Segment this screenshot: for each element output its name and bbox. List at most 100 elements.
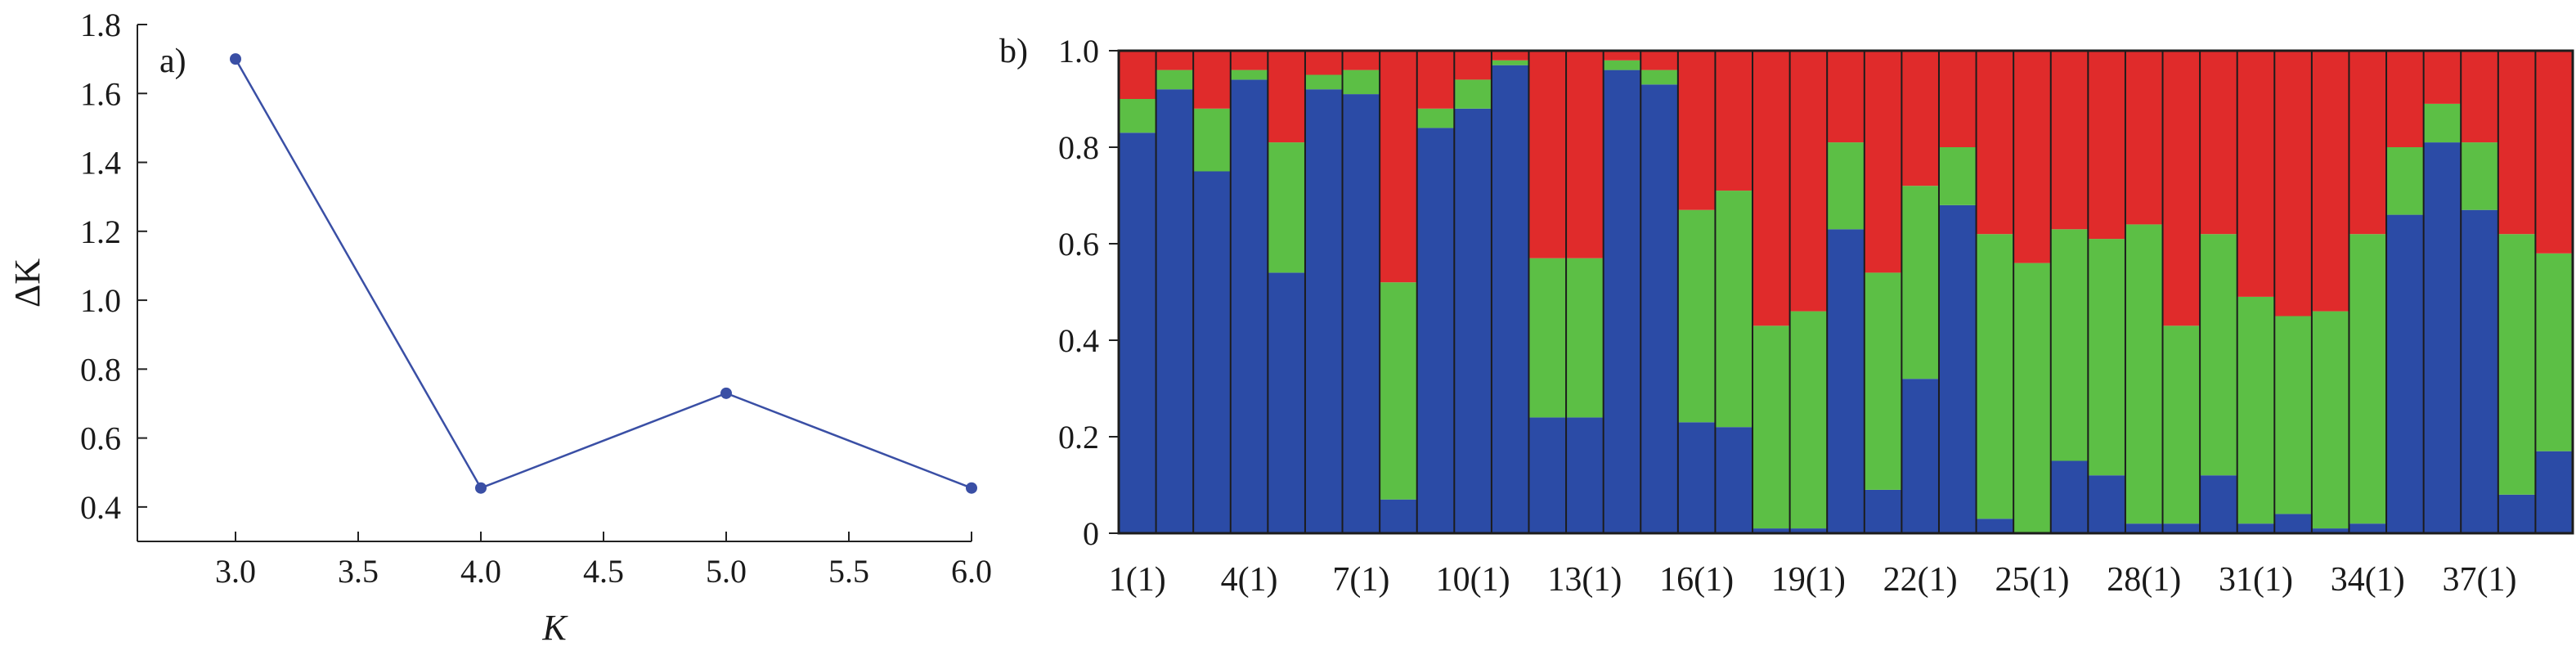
bar-segment	[2311, 528, 2349, 533]
bar-segment	[1380, 499, 1417, 533]
bar-segment	[1193, 108, 1231, 172]
bar-segment	[1193, 51, 1231, 109]
bar-segment	[1304, 51, 1343, 75]
bar-segment	[2274, 316, 2312, 514]
bar-segment	[1976, 51, 2014, 235]
bar-segment	[1454, 79, 1492, 109]
bar-segment	[2125, 523, 2163, 533]
data-point	[230, 53, 241, 65]
bar-segment	[1454, 51, 1492, 80]
bar-segment	[2162, 51, 2201, 326]
panel-label: a)	[159, 43, 186, 80]
bar-segment	[1416, 128, 1455, 533]
bar-segment	[2125, 224, 2163, 524]
bar-segment	[1156, 51, 1194, 70]
y-tick-label: 0.6	[80, 420, 121, 457]
bar-segment	[1901, 379, 1939, 533]
bar-segment	[1677, 422, 1716, 533]
x-tick-label: 4(1)	[1221, 561, 1278, 599]
bar-segment	[1752, 326, 1790, 529]
bar-segment	[1640, 84, 1678, 534]
bar-segment	[1230, 51, 1268, 70]
y-tick-label: 0.6	[1058, 226, 1099, 263]
bar-segment	[2200, 234, 2237, 476]
x-tick-label: 6.0	[951, 553, 992, 590]
x-tick-label: 3.5	[338, 553, 379, 590]
bar-segment	[1827, 142, 1865, 230]
x-tick-label: 5.0	[706, 553, 747, 590]
bar-segment	[1268, 51, 1305, 143]
bar-segment	[1640, 51, 1678, 70]
data-point	[475, 482, 487, 494]
bar-segment	[1901, 186, 1939, 379]
bar-segment	[2349, 51, 2387, 235]
y-tick-label: 0.4	[80, 489, 121, 526]
bar-segment	[2461, 142, 2498, 210]
bar-segment	[1715, 191, 1753, 428]
bar-segment	[2274, 51, 2312, 317]
bar-segment	[1230, 70, 1268, 80]
bar-segment	[1454, 108, 1492, 534]
bar-segment	[1528, 51, 1567, 258]
bar-segment	[1119, 99, 1156, 133]
bar-segment	[1566, 258, 1604, 418]
bar-segment	[1380, 282, 1417, 500]
bar-segment	[1789, 311, 1828, 529]
x-tick-label: 4.5	[583, 553, 624, 590]
plot-frame	[1117, 49, 2574, 535]
y-axis-label: ΔK	[7, 258, 47, 308]
bar-segment	[2088, 239, 2125, 476]
x-tick-label: 34(1)	[2331, 561, 2405, 599]
bar-segment	[1901, 51, 1939, 186]
bar-segment	[2423, 51, 2462, 104]
bar-segment	[1491, 51, 1529, 61]
bar-segment	[1603, 60, 1641, 70]
x-tick-label: 7(1)	[1332, 561, 1389, 599]
y-tick-label: 0.4	[1058, 322, 1099, 359]
bar-segment	[2497, 234, 2536, 495]
bar-segment	[2535, 51, 2573, 254]
bar-segment	[1603, 51, 1641, 61]
y-tick-label: 1.0	[1058, 33, 1099, 70]
x-axis-label: K	[541, 608, 568, 648]
bar-segment	[1752, 528, 1790, 533]
bar-segment	[1119, 51, 1156, 99]
bar-segment	[1976, 519, 2014, 533]
bar-segment	[2237, 51, 2275, 297]
x-tick-label: 37(1)	[2443, 561, 2517, 599]
bar-segment	[1752, 51, 1790, 326]
bar-segment	[1304, 74, 1343, 90]
bar-segment	[1380, 51, 1417, 283]
bar-segment	[2013, 263, 2051, 533]
bar-segment	[2125, 51, 2163, 225]
series-line	[234, 58, 972, 490]
y-tick-label: 0	[1083, 515, 1099, 552]
bar-segment	[1119, 132, 1156, 534]
data-point	[720, 387, 732, 399]
x-tick-label: 5.5	[828, 553, 869, 590]
bar-segment	[1566, 417, 1604, 533]
panel-label: b)	[999, 33, 1028, 70]
y-tick-label: 0.8	[80, 351, 121, 388]
bar-segment	[1976, 234, 2014, 519]
bar-segment	[1864, 489, 1902, 533]
y-tick-label: 1.2	[80, 213, 121, 250]
bar-segment	[2497, 51, 2536, 235]
x-tick-label: 1(1)	[1109, 561, 1166, 599]
bar-segment	[1416, 51, 1455, 109]
bar-segment	[2535, 451, 2573, 533]
bar-segment	[2013, 51, 2051, 263]
bar-segment	[1603, 70, 1641, 534]
x-tick-label: 13(1)	[1547, 561, 1622, 599]
bar-segment	[2088, 51, 2125, 240]
bar-segment	[2237, 296, 2275, 524]
bar-segment	[1491, 65, 1529, 533]
bar-segment	[1827, 229, 1865, 533]
bar-segment	[2423, 103, 2462, 143]
x-tick-label: 28(1)	[2107, 561, 2181, 599]
bar-segment	[1715, 427, 1753, 533]
bar-segment	[1193, 171, 1231, 533]
bar-segment	[1677, 209, 1716, 423]
x-tick-label: 22(1)	[1883, 561, 1958, 599]
bar-segment	[1156, 89, 1194, 533]
